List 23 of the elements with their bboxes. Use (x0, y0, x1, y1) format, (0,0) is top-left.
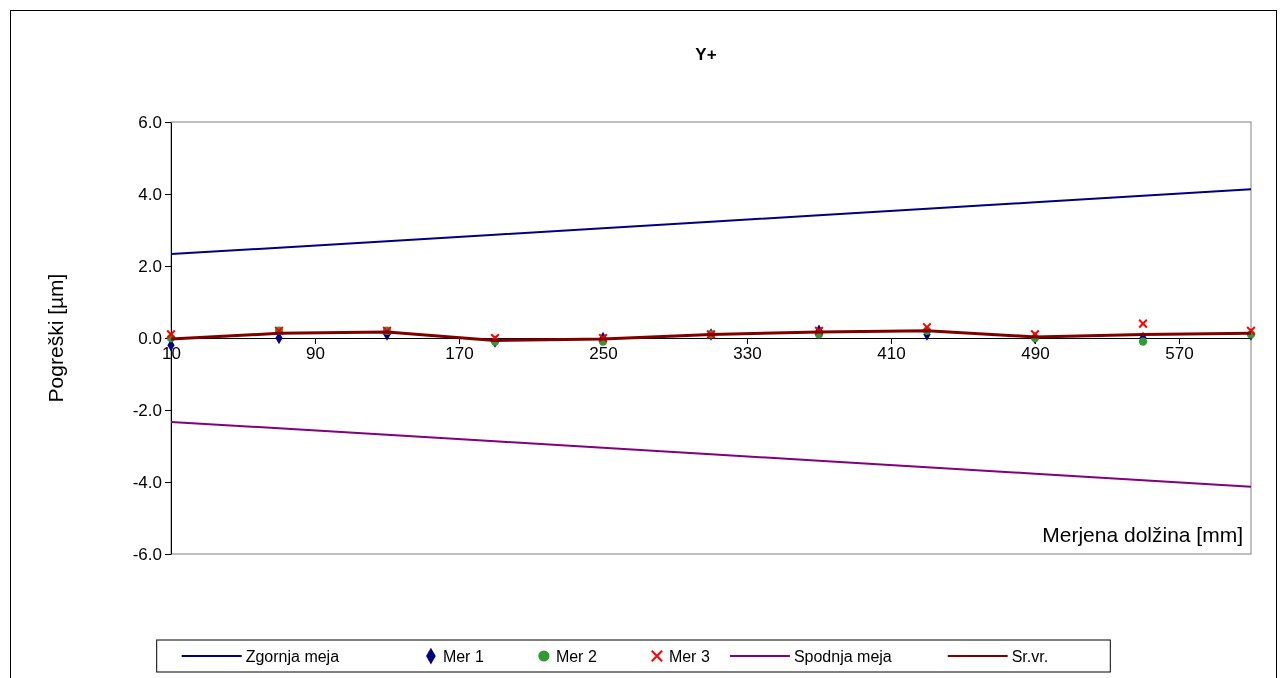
y-tick-label: 4.0 (138, 184, 162, 204)
x-tick-label: 570 (1165, 344, 1194, 364)
y-tick-label: 6.0 (138, 112, 162, 132)
legend-label: Zgornja meja (245, 648, 340, 665)
x-tick-label: 410 (877, 344, 906, 364)
x-tick-label: 490 (1021, 344, 1050, 364)
x-tick-label: 250 (589, 344, 618, 364)
legend-label: Mer 2 (555, 648, 597, 665)
x-tick-label: 330 (733, 344, 762, 364)
x-axis-title: Merjena dolžina [mm] (1042, 523, 1243, 546)
y-tick-label: 2.0 (138, 256, 162, 276)
x-tick-label: 90 (306, 344, 325, 364)
x-tick-label: 170 (445, 344, 474, 364)
legend-label: Mer 3 (668, 648, 710, 665)
legend-label: Spodnja meja (793, 648, 892, 665)
y-tick-label: -2.0 (132, 400, 162, 420)
chart-title: Y+ (695, 45, 717, 64)
legend-label: Mer 1 (442, 648, 484, 665)
y-tick-label: -6.0 (132, 544, 162, 564)
legend-label: Sr.vr. (1011, 648, 1049, 665)
y-tick-label: -4.0 (132, 472, 162, 492)
y-tick-label: 0.0 (138, 328, 162, 348)
y-axis-title: Pogreški [µm] (44, 273, 67, 403)
